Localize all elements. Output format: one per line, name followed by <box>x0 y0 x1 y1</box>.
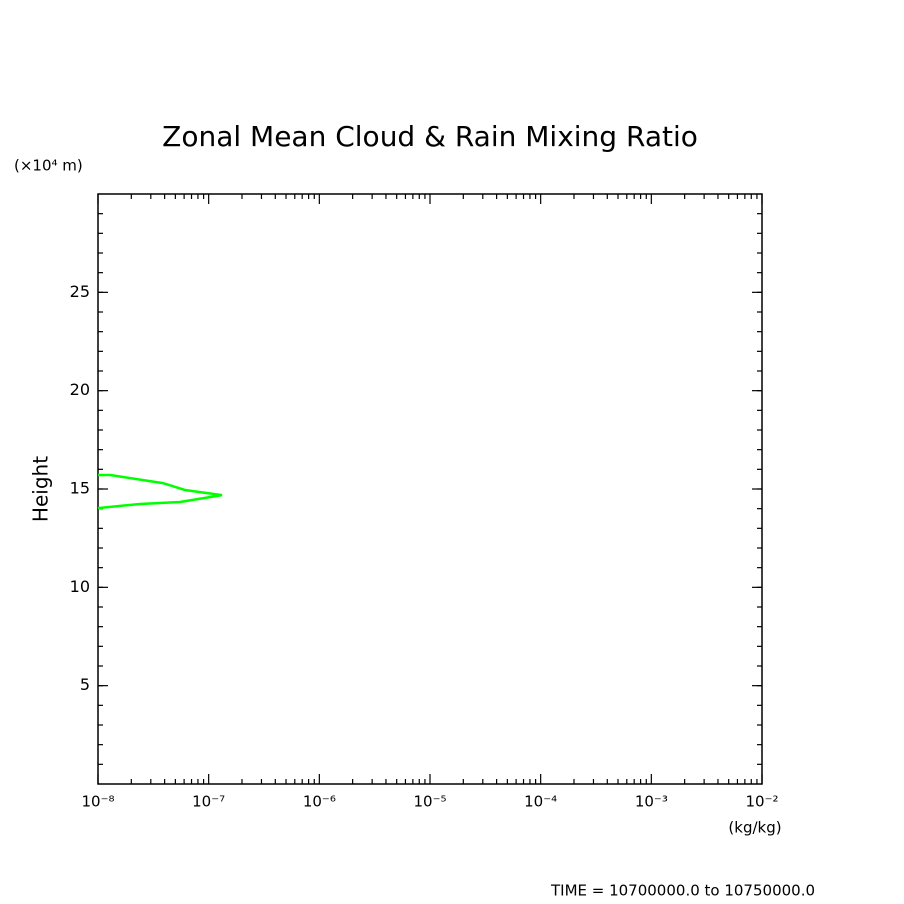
x-tick-label: 10⁻⁷ <box>192 793 225 811</box>
x-tick-label: 10⁻⁵ <box>413 793 446 811</box>
x-tick-label: 10⁻⁸ <box>81 793 114 811</box>
y-tick-label: 5 <box>80 675 90 694</box>
x-tick-label: 10⁻³ <box>635 793 668 811</box>
chart-title: Zonal Mean Cloud & Rain Mixing Ratio <box>162 120 698 153</box>
y-tick-label: 20 <box>70 380 90 399</box>
y-tick-label: 25 <box>70 282 90 301</box>
y-tick-label: 15 <box>70 479 90 498</box>
x-tick-label: 10⁻⁶ <box>303 793 336 811</box>
y-tick-label: 10 <box>70 577 90 596</box>
footer: TIME = 10700000.0 to 10750000.0 <box>550 882 815 900</box>
y-axis-label: Height <box>29 456 53 522</box>
series-line <box>97 473 223 510</box>
x-tick-label: 10⁻² <box>745 793 778 811</box>
x-units: (kg/kg) <box>728 819 781 837</box>
x-tick-label: 10⁻⁴ <box>524 793 557 811</box>
y-units: (×10⁴ m) <box>14 157 83 175</box>
